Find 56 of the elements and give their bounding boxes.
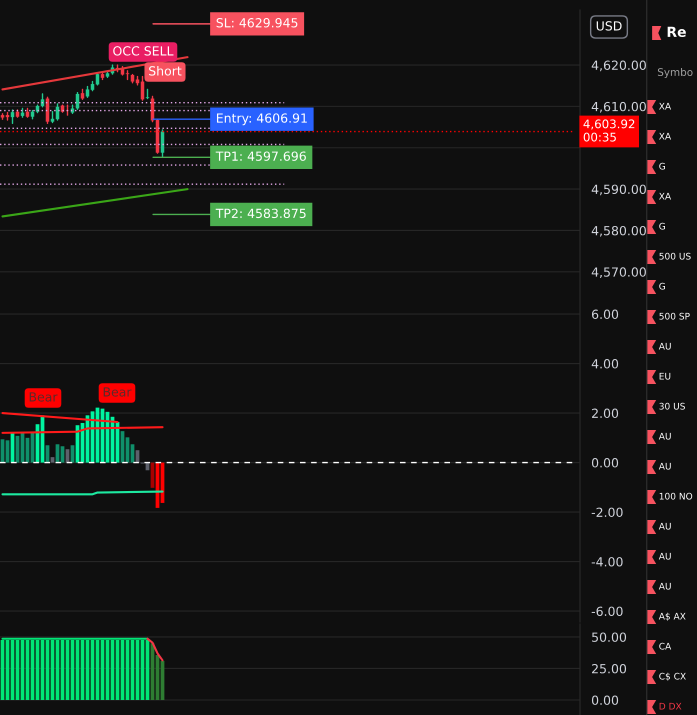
text: Re [668, 26, 686, 38]
bar [70, 445, 74, 463]
text: AU [658, 582, 671, 590]
y-tick-label: 0.00 [592, 695, 618, 705]
text: EU [660, 372, 670, 380]
text: XA [659, 192, 672, 200]
annotation: Bear [30, 392, 58, 402]
text: AU [658, 432, 671, 440]
text: AU [658, 462, 671, 470]
text: C$ CX [659, 672, 686, 681]
y-tick-label: 2.00 [592, 408, 618, 418]
ref-line-label: SL: 4629.945 [216, 18, 298, 28]
text: G [659, 222, 666, 230]
line-series [146, 638, 164, 662]
annotation: Bear [104, 387, 132, 397]
text: AU [658, 522, 671, 530]
ref-line-label: TP1: 4597.696 [216, 151, 306, 161]
ref-line-label: TP2: 4583.875 [216, 208, 306, 218]
text: 500 SP [659, 312, 690, 320]
annotation: OCC SELL [113, 46, 174, 56]
text: 500 US [659, 252, 691, 260]
text: D DX [660, 702, 682, 710]
text: CA [659, 642, 672, 650]
text: USD [596, 21, 622, 31]
ref-line-label: Entry: 4606.91 [216, 113, 307, 126]
text: XA [659, 132, 672, 140]
y-tick-label: -6.00 [592, 606, 623, 616]
text: G [659, 282, 666, 290]
bar [46, 445, 50, 463]
bar [10, 432, 14, 463]
text: AU [658, 552, 671, 560]
bar [150, 462, 154, 488]
y-tick-label: 4,620.00 [592, 60, 646, 72]
y-tick-label: 0.00 [592, 458, 618, 468]
annotation: Short [149, 66, 182, 76]
text: G [659, 162, 666, 170]
text: XA [659, 102, 672, 110]
bar [50, 457, 54, 463]
y-tick-label: 6.00 [592, 310, 618, 319]
y-tick-label: -4.00 [592, 557, 623, 567]
y-tick-label: 4,610.00 [592, 102, 646, 113]
y-tick-label: -2.00 [592, 508, 623, 518]
text: AU [658, 342, 671, 350]
y-tick-label: 50.00 [592, 632, 626, 642]
y-tick-label: 4,570.00 [592, 267, 646, 278]
bar [66, 449, 70, 463]
y-tick-label: 4,590.00 [592, 184, 646, 196]
text: A$ AX [658, 612, 686, 621]
text: Symbo [658, 68, 693, 78]
y-tick-label: 25.00 [592, 664, 626, 674]
y-tick-label: 4,580.00 [592, 226, 646, 237]
text: 30 US [659, 402, 685, 410]
text: 100 NO [660, 492, 692, 500]
bar [136, 450, 140, 463]
ref-line-label: 4,603.92 00:35 [583, 119, 634, 142]
y-tick-label: 4.00 [592, 359, 618, 369]
